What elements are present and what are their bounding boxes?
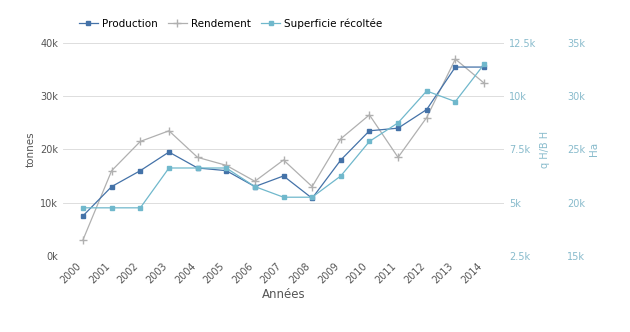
Rendement — [365, 113, 373, 117]
Rendement — [222, 163, 230, 167]
Rendement — [79, 238, 87, 242]
Production — [308, 196, 316, 200]
Legend: Production, Rendement, Superficie récoltée: Production, Rendement, Superficie récolt… — [79, 19, 382, 29]
Superficie récoltée — [165, 166, 173, 170]
Superficie récoltée — [137, 206, 144, 210]
Production — [337, 158, 345, 162]
Y-axis label: tonnes: tonnes — [26, 131, 36, 167]
Y-axis label: q H/B H: q H/B H — [541, 131, 550, 168]
Line: Production: Production — [81, 65, 486, 218]
Superficie récoltée — [280, 195, 287, 199]
Rendement — [423, 116, 430, 120]
Superficie récoltée — [194, 166, 202, 170]
Production — [251, 185, 259, 189]
Rendement — [394, 155, 402, 159]
Superficie récoltée — [480, 62, 488, 66]
Superficie récoltée — [337, 174, 345, 178]
Rendement — [308, 185, 316, 189]
Line: Rendement: Rendement — [79, 55, 488, 244]
Y-axis label: Ha: Ha — [590, 142, 600, 156]
Superficie récoltée — [308, 195, 316, 199]
Superficie récoltée — [423, 89, 430, 93]
Superficie récoltée — [394, 121, 402, 125]
Rendement — [194, 155, 202, 159]
Rendement — [280, 158, 287, 162]
Rendement — [337, 137, 345, 141]
Rendement — [452, 57, 459, 61]
Superficie récoltée — [222, 166, 230, 170]
Superficie récoltée — [452, 100, 459, 104]
Rendement — [480, 81, 488, 85]
Production — [79, 214, 87, 218]
Rendement — [137, 139, 144, 143]
Rendement — [251, 179, 259, 183]
Production — [165, 150, 173, 154]
Superficie récoltée — [365, 139, 373, 143]
Production — [194, 166, 202, 170]
X-axis label: Années: Années — [261, 288, 306, 301]
Superficie récoltée — [108, 206, 115, 210]
Rendement — [108, 169, 115, 173]
Production — [480, 65, 488, 69]
Line: Superficie récoltée: Superficie récoltée — [81, 62, 486, 210]
Production — [137, 169, 144, 173]
Production — [108, 185, 115, 189]
Rendement — [165, 129, 173, 133]
Production — [365, 129, 373, 133]
Superficie récoltée — [79, 206, 87, 210]
Superficie récoltée — [251, 185, 259, 189]
Production — [423, 108, 430, 112]
Production — [452, 65, 459, 69]
Production — [280, 174, 287, 178]
Production — [394, 126, 402, 130]
Production — [222, 169, 230, 173]
